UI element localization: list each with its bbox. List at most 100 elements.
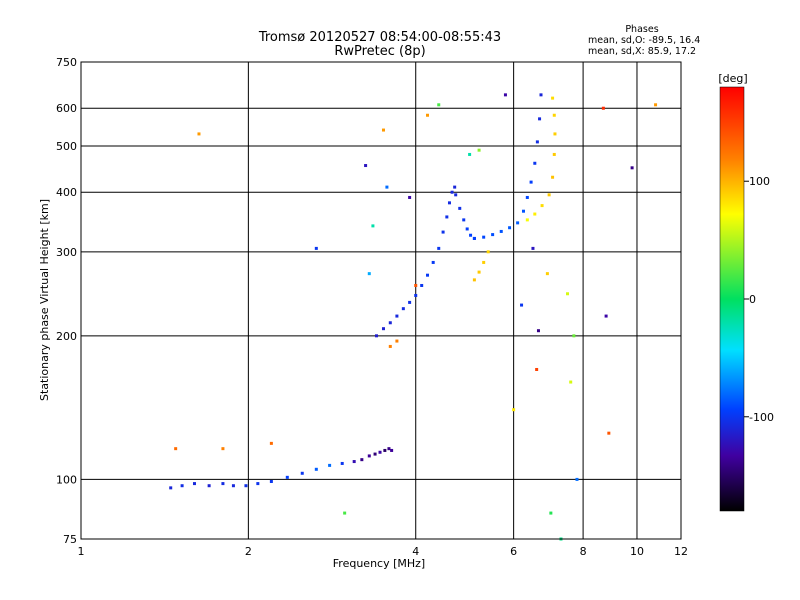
data-point xyxy=(458,206,462,210)
data-point xyxy=(533,161,537,165)
chart-title: Tromsø 20120527 08:54:00-08:55:43 xyxy=(258,30,501,45)
data-point xyxy=(431,260,435,264)
data-point xyxy=(531,246,535,250)
data-point xyxy=(378,450,382,454)
x-tick-labels: 1 2 4 6 8 10 12 xyxy=(78,545,689,558)
y-tick-label: 500 xyxy=(56,140,77,153)
data-point xyxy=(437,246,441,250)
data-point xyxy=(408,300,412,304)
colorbar-tick-label: 100 xyxy=(749,175,770,188)
data-point xyxy=(477,148,481,152)
data-point xyxy=(373,452,377,456)
data-points xyxy=(169,93,658,541)
y-tick-label: 600 xyxy=(56,102,77,115)
data-point xyxy=(545,272,549,276)
plot-frame xyxy=(80,61,682,540)
data-point xyxy=(414,283,418,287)
data-point xyxy=(197,132,201,136)
data-point xyxy=(454,193,458,197)
data-point xyxy=(414,293,418,297)
data-point xyxy=(441,230,445,234)
data-point xyxy=(525,218,529,222)
y-tick-label: 75 xyxy=(63,533,77,546)
y-tick-label: 100 xyxy=(56,473,77,486)
data-point xyxy=(328,463,332,467)
data-point xyxy=(540,204,544,208)
x-tick-label: 4 xyxy=(412,545,419,558)
data-point xyxy=(604,314,608,318)
y-tick-label: 400 xyxy=(56,186,77,199)
data-point xyxy=(503,93,507,97)
data-point xyxy=(525,195,529,199)
data-point xyxy=(549,511,553,515)
data-point xyxy=(401,307,405,311)
data-point xyxy=(381,327,385,331)
data-point xyxy=(388,344,392,348)
data-point xyxy=(395,339,399,343)
y-tick-label: 300 xyxy=(56,246,77,259)
data-point xyxy=(521,209,525,213)
data-point xyxy=(472,278,476,282)
data-point xyxy=(529,180,533,184)
data-point xyxy=(420,283,424,287)
data-point xyxy=(552,113,556,117)
data-point xyxy=(360,458,364,462)
y-axis-label: Stationary phase Virtual Height [km] xyxy=(38,199,51,401)
data-point xyxy=(385,185,389,189)
y-gridlines xyxy=(81,107,681,480)
data-point xyxy=(508,226,512,230)
data-point xyxy=(387,447,391,451)
data-point xyxy=(472,236,476,240)
x-tick-label: 2 xyxy=(245,545,252,558)
data-point xyxy=(535,140,539,144)
data-point xyxy=(314,246,318,250)
chart-subtitle: RwPretec (8p) xyxy=(334,44,425,59)
data-point xyxy=(630,166,634,170)
data-point xyxy=(575,477,579,481)
colorbar xyxy=(719,86,745,512)
data-point xyxy=(340,461,344,465)
colorbar-label: [deg] xyxy=(718,72,747,85)
data-point xyxy=(364,164,368,168)
y-tick-label: 750 xyxy=(56,56,77,69)
colorbar-ticks: 100 0 -100 xyxy=(744,175,774,424)
data-point xyxy=(231,484,235,488)
data-point xyxy=(516,221,520,225)
x-tick-label: 12 xyxy=(674,545,688,558)
data-point xyxy=(367,454,371,458)
data-point xyxy=(426,113,430,117)
phase-line-x: mean, sd,X: 85.9, 17.2 xyxy=(588,46,696,57)
x-tick-label: 6 xyxy=(510,545,517,558)
data-point xyxy=(285,475,289,479)
data-point xyxy=(547,193,551,197)
data-point xyxy=(221,447,225,451)
data-point xyxy=(539,93,543,97)
data-point xyxy=(437,103,441,107)
data-point xyxy=(482,235,486,239)
data-point xyxy=(221,482,225,486)
data-point xyxy=(450,190,454,194)
data-point xyxy=(462,218,466,222)
data-point xyxy=(269,441,273,445)
data-point xyxy=(174,447,178,451)
x-tick-label: 1 xyxy=(78,545,85,558)
data-point xyxy=(381,128,385,132)
data-point xyxy=(566,292,570,296)
data-point xyxy=(314,467,318,471)
colorbar-tick-label: -100 xyxy=(749,411,774,424)
data-point xyxy=(383,448,387,452)
data-point xyxy=(445,215,449,219)
data-point xyxy=(256,482,260,486)
data-point xyxy=(192,482,196,486)
data-point xyxy=(535,367,539,371)
data-point xyxy=(538,117,542,121)
data-point xyxy=(569,380,573,384)
data-point xyxy=(367,272,371,276)
data-point xyxy=(408,195,412,199)
data-point xyxy=(572,334,576,338)
data-point xyxy=(374,334,378,338)
data-point xyxy=(520,303,524,307)
data-point xyxy=(469,233,473,237)
data-point xyxy=(468,152,472,156)
data-point xyxy=(169,486,173,490)
